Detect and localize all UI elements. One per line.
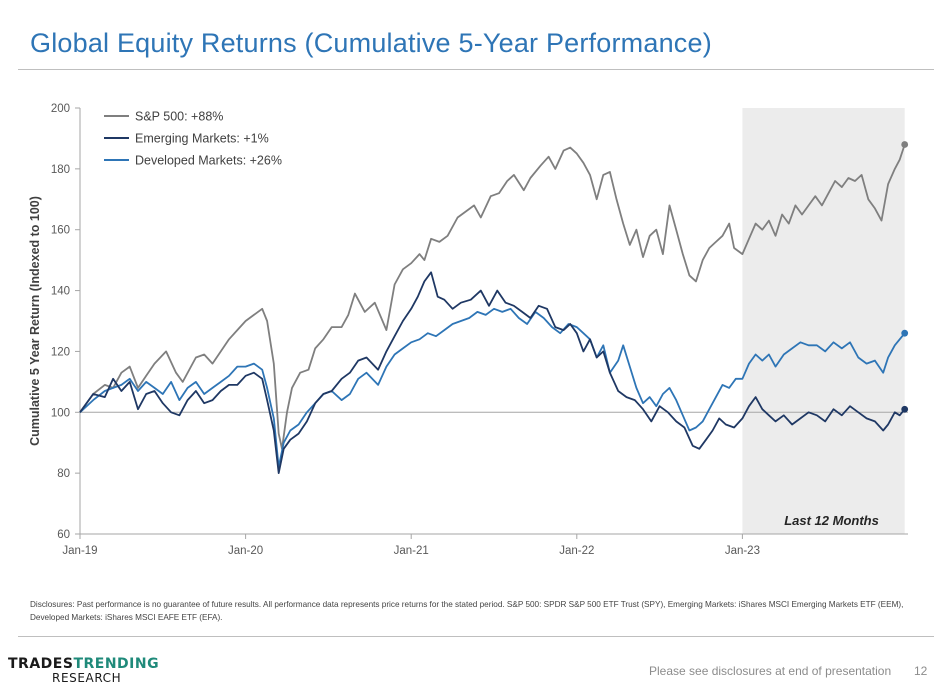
y-tick-label: 120 <box>51 346 70 358</box>
x-tick-label: Jan-23 <box>725 545 760 557</box>
y-tick-label: 200 <box>51 103 70 115</box>
s-p-500-line <box>79 144 906 450</box>
developed-markets-end-marker <box>901 329 909 337</box>
logo-word-trending: TRENDING <box>73 656 160 672</box>
y-tick-label: 100 <box>51 407 70 419</box>
logo-word-trades: TRADES <box>8 656 74 672</box>
x-tick-label: Jan-21 <box>394 545 429 557</box>
y-axis-title: Cumulative 5 Year Return (Indexed to 100… <box>28 196 42 446</box>
slide-title: Global Equity Returns (Cumulative 5-Year… <box>30 28 712 58</box>
y-tick-label: 180 <box>51 164 70 176</box>
title-divider <box>18 69 934 70</box>
legend-label-developed-markets: Developed Markets: +26% <box>135 154 282 168</box>
x-tick-label: Jan-20 <box>228 545 263 557</box>
page-number: 12 <box>914 664 928 678</box>
last-12-months-shade <box>742 108 905 534</box>
emerging-markets-end-marker <box>901 405 909 413</box>
developed-markets-line <box>79 307 906 468</box>
y-tick-label: 80 <box>57 468 70 480</box>
emerging-markets-line <box>79 271 906 474</box>
logo-word-research: RESEARCH <box>52 671 122 685</box>
x-tick-label: Jan-22 <box>559 545 594 557</box>
y-tick-label: 160 <box>51 225 70 237</box>
y-tick-label: 140 <box>51 286 70 298</box>
shade-label: Last 12 Months <box>784 513 879 528</box>
equity-returns-chart: Last 12 Months 60 80 100 120 140 160 180 200 Jan-… <box>28 103 909 557</box>
footer-divider <box>18 636 934 637</box>
legend-label-s-p-500: S&P 500: +88% <box>135 110 223 124</box>
footer-disclosure-note: Please see disclosures at end of present… <box>649 664 892 678</box>
y-tick-label: 60 <box>57 529 70 541</box>
brand-logo: TRADESTRENDING RESEARCH <box>8 657 159 685</box>
disclaimer-text: Disclosures: Past performance is no guar… <box>30 600 904 622</box>
x-tick-label: Jan-19 <box>62 545 97 557</box>
s-p-500-end-marker <box>901 141 909 148</box>
legend-label-emerging-markets: Emerging Markets: +1% <box>135 132 269 146</box>
